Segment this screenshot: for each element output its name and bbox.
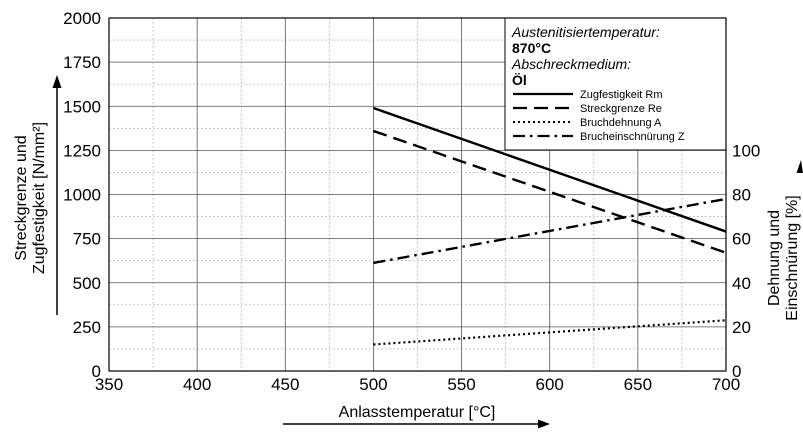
y-right-axis-arrow [796,160,803,173]
y-right-tick-label: 40 [732,274,751,293]
y-right-tick-label: 20 [732,318,751,337]
plot-frame [108,17,727,372]
legend-entries: Zugfestigkeit Rm Streckgrenze Re Bruchdehn… [513,89,685,143]
x-tick-label: 400 [183,375,211,394]
x-axis-arrow [283,419,550,429]
series-line-1 [373,106,727,233]
y-left-tick-label: 250 [73,318,101,337]
y-left-tick-labels: 0 250 500 750 1000 1250 1500 1750 2000 [63,9,101,381]
x-axis-title: Anlasstemperatur [°C] [339,404,496,421]
y-left-tick-label: 750 [73,230,101,249]
legend-label-4: Brucheinschnürung Z [580,131,685,143]
y-right-tick-label: 80 [732,186,751,205]
y-left-axis-title-line1: Streckgrenze und [13,135,30,260]
legend-label-3: Bruchdehnung A [580,117,662,129]
y-right-tick-labels: 0 20 40 60 80 100 [732,141,760,381]
y-left-tick-label: 1500 [63,97,101,116]
x-tick-label: 450 [271,375,299,394]
y-right-tick-label: 60 [732,230,751,249]
x-tick-label: 700 [712,375,740,394]
x-tick-labels: 350 400 450 500 550 600 650 700 [95,375,740,394]
x-tick-label: 600 [536,375,564,394]
legend-medium-label: Abschreckmedium: [511,56,631,72]
y-right-axis-title-line1: Dehnung und [766,210,783,306]
x-tick-label: 550 [447,375,475,394]
series-layer [373,106,727,346]
y-left-tick-label: 0 [92,362,101,381]
legend: Austenitisiertemperatur: 870°C Abschreck… [504,17,727,151]
y-left-axis-title-line2: Zugfestigkeit [N/mm²] [31,122,48,274]
y-right-tick-label: 100 [732,141,760,160]
legend-medium-value: Öl [512,72,527,88]
y-left-axis-arrow [52,75,62,315]
y-right-axis-title-line2: Einschnürung [%] [784,195,801,320]
legend-label-2: Streckgrenze Re [580,103,662,115]
legend-box [504,17,727,151]
legend-label-1: Zugfestigkeit Rm [580,89,663,101]
series-line-3 [373,319,727,346]
y-left-tick-label: 2000 [63,9,101,28]
x-tick-label: 500 [359,375,387,394]
x-tick-label: 650 [624,375,652,394]
series-line-4 [373,197,727,265]
legend-temp-value: 870°C [512,40,551,56]
y-right-tick-label: 0 [732,362,741,381]
y-left-tick-label: 1750 [63,53,101,72]
x-tick-label: 350 [95,375,123,394]
y-left-tick-label: 500 [73,274,101,293]
legend-temp-label: Austenitisiertemperatur: [511,24,660,40]
y-left-tick-label: 1250 [63,141,101,160]
y-left-tick-label: 1000 [63,186,101,205]
